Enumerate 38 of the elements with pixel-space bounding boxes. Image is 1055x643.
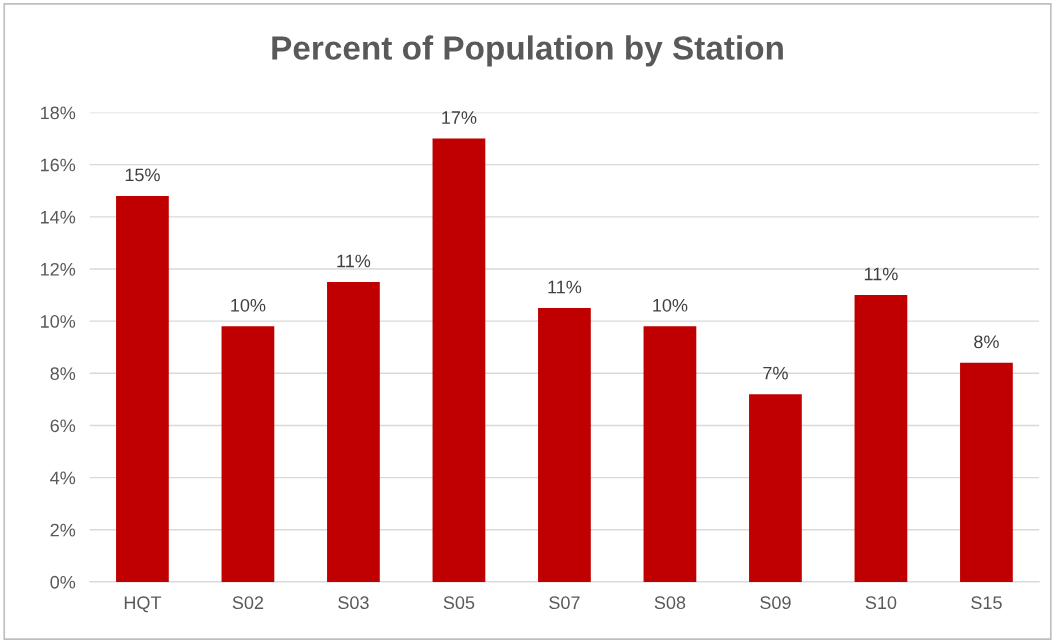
data-label: 11% (864, 267, 898, 281)
data-label: 7% (763, 366, 788, 380)
x-tick-label: S07 (549, 596, 580, 610)
bar (538, 308, 591, 582)
data-label: 11% (337, 254, 371, 268)
x-tick-label: S05 (443, 596, 475, 610)
y-tick-label: 4% (50, 471, 76, 485)
data-label: 15% (125, 168, 160, 182)
y-tick-label: 16% (41, 158, 76, 172)
y-tick-label: 18% (41, 106, 76, 120)
y-tick-label: 2% (50, 523, 76, 537)
bar (327, 282, 380, 582)
x-tick-label: S03 (338, 596, 369, 610)
data-label: 17% (442, 111, 477, 124)
y-tick-label: 10% (41, 315, 76, 328)
data-label: 10% (231, 298, 266, 312)
x-tick-label: S15 (971, 596, 1002, 610)
bar (432, 138, 486, 582)
x-tick-label: S10 (865, 596, 897, 610)
bar (643, 326, 697, 582)
chart-title: Percent of Population by Station (272, 35, 783, 67)
y-tick-label: 8% (50, 367, 76, 381)
bar (749, 394, 802, 582)
y-tick-label: 14% (41, 210, 76, 224)
y-tick-label: 6% (50, 419, 76, 433)
bar (960, 362, 1013, 582)
x-tick-label: S08 (654, 596, 686, 610)
bar (221, 326, 275, 582)
data-label: 8% (974, 335, 999, 349)
y-tick-label: 12% (41, 262, 76, 276)
data-label: 10% (653, 298, 688, 312)
data-label: 11% (548, 280, 582, 294)
x-tick-label: S09 (760, 596, 791, 610)
y-tick-label: 0% (50, 575, 76, 589)
bar (116, 195, 169, 582)
x-tick-label: S02 (232, 596, 264, 610)
x-tick-label: HQT (124, 596, 162, 613)
bar (854, 295, 908, 582)
